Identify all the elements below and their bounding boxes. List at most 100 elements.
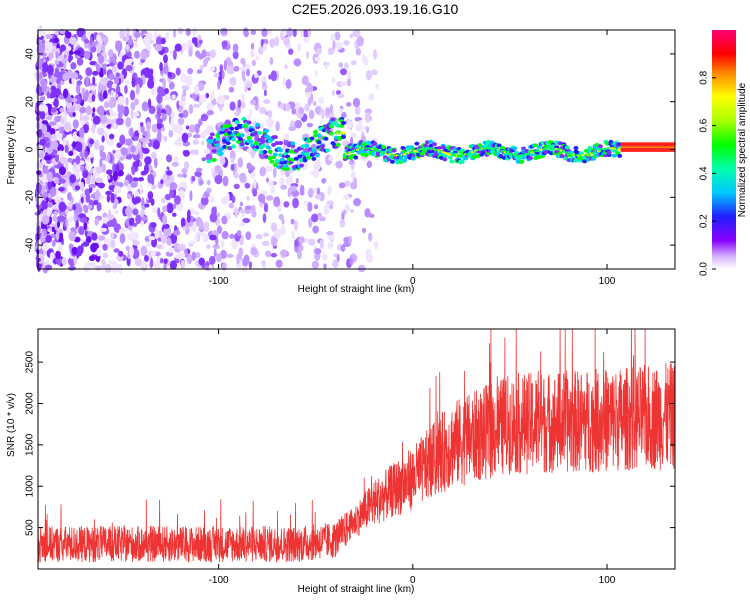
spectrogram-cell [447, 155, 453, 160]
spectrogram-cell [270, 236, 278, 247]
spectrogram-cell [198, 257, 206, 266]
figure-title: C2E5.2026.093.19.16.G10 [292, 1, 459, 17]
spectrogram-cell [40, 200, 49, 210]
spectrogram-cell [150, 222, 157, 228]
spectrogram-cell [41, 231, 45, 242]
spectrogram-cell [189, 240, 196, 245]
colorbar-tick-label: 0.4 [699, 166, 710, 180]
spectrogram-cell [40, 78, 48, 88]
spectrogram-cell [53, 97, 59, 108]
spectrogram-cell [262, 99, 271, 104]
spectrogram-cell [125, 117, 132, 128]
spectrogram-cell [85, 163, 89, 171]
spectrogram-cell [239, 172, 247, 183]
spectrogram-cell [141, 260, 146, 270]
spectrogram-cell [181, 42, 188, 51]
spectrogram-cell [65, 209, 69, 215]
spectrogram-cell [208, 264, 213, 272]
spectrogram-cell [85, 193, 91, 203]
spectrogram-cell [194, 37, 198, 48]
spectrogram-cell [59, 29, 66, 34]
spectrogram-cell [366, 254, 374, 263]
spectrogram-cell [182, 173, 187, 178]
spectrogram-cell [250, 149, 256, 159]
spectrogram-cell [257, 130, 263, 135]
spectrogram-cell [280, 249, 288, 257]
spectrogram-cell [75, 155, 81, 165]
spectrogram-cell [199, 64, 205, 70]
spectrogram-cell [363, 153, 369, 158]
spectrogram-cell [316, 133, 322, 138]
spectrogram-cell [191, 251, 196, 261]
spectrogram-cell [114, 149, 122, 159]
spectrogram-cell [311, 213, 319, 223]
spectrogram-cell [182, 149, 190, 157]
spectrogram-cell [253, 178, 257, 189]
spectrogram-cell [119, 28, 126, 40]
spectrogram-cell [75, 141, 83, 153]
spectrogram-cell [263, 202, 269, 213]
colorbar-ticks: 0.0 0.2 0.4 0.6 0.8 [699, 70, 716, 276]
colorbar-tick-label: 0.2 [699, 214, 710, 228]
spectrogram-cell [290, 141, 296, 146]
spectrogram-cell [117, 61, 124, 70]
spectrogram-cell [169, 182, 178, 191]
spectrogram-cell [97, 182, 106, 189]
spectrogram-cell [132, 111, 140, 117]
spectrogram-cell [55, 230, 60, 241]
spectrogram-cell [297, 43, 302, 52]
spectrogram-cell [71, 72, 79, 80]
spectrogram-cell [262, 213, 267, 223]
spectrogram-cell [168, 81, 175, 90]
spectrogram-cell [252, 189, 258, 197]
spectrogram-cell [106, 169, 113, 175]
spectrogram-cell [349, 256, 354, 266]
spectrogram-cell [59, 45, 63, 54]
spectrogram-cell [63, 54, 67, 59]
spectrogram-cell [181, 132, 189, 143]
spectrogram-cell [189, 190, 193, 202]
spectrogram-cell [373, 240, 379, 250]
spectrogram-cell [274, 141, 280, 146]
spectrogram-cell [118, 228, 125, 235]
spectrogram-y-label: Frequency (Hz) [6, 116, 17, 185]
spectrogram-cell [350, 208, 354, 214]
spectrogram-cell [171, 212, 177, 217]
spectrogram-cell [41, 120, 48, 125]
spectrogram-cell [94, 62, 99, 67]
spectrogram-cell [95, 249, 102, 257]
spectrogram-cell [62, 137, 67, 146]
spectrogram-cell [151, 151, 157, 159]
spectrogram-cell [220, 197, 227, 204]
spectrogram-cell [311, 148, 317, 153]
spectrogram-cell [306, 122, 314, 128]
spectrogram-cell [57, 215, 66, 223]
spectrogram-cell [112, 170, 118, 182]
spectrogram-cell [170, 111, 176, 119]
spectrogram-cell [113, 123, 117, 129]
spectrogram-cell [197, 53, 204, 60]
spectrogram-cell [314, 194, 322, 200]
spectrogram-cell [307, 187, 314, 198]
spectrogram-cell [611, 153, 617, 158]
spectrogram-cell [150, 198, 155, 206]
spectrogram-cell [83, 264, 91, 272]
spectrogram-cell [132, 208, 139, 216]
spectrogram-cell [187, 67, 194, 75]
spectrogram-cell [335, 142, 341, 147]
spectrogram-cell [521, 146, 527, 151]
spectrogram-cell [68, 200, 73, 210]
spectrogram-cell [264, 128, 270, 133]
spectrogram-cell [292, 197, 299, 209]
spectrogram-cell [41, 42, 46, 53]
spectrogram-cell [342, 194, 350, 201]
spectrogram-cell [143, 163, 149, 175]
spectrogram-cell [278, 148, 284, 153]
spectrogram-cell [119, 104, 125, 115]
spectrogram-cell [125, 245, 130, 252]
spectrogram-cell [248, 261, 253, 269]
spectrogram-cell [114, 93, 119, 98]
spectrogram-cell [340, 120, 346, 125]
spectrogram-cell [354, 105, 361, 115]
spectrogram-cell [270, 222, 278, 232]
